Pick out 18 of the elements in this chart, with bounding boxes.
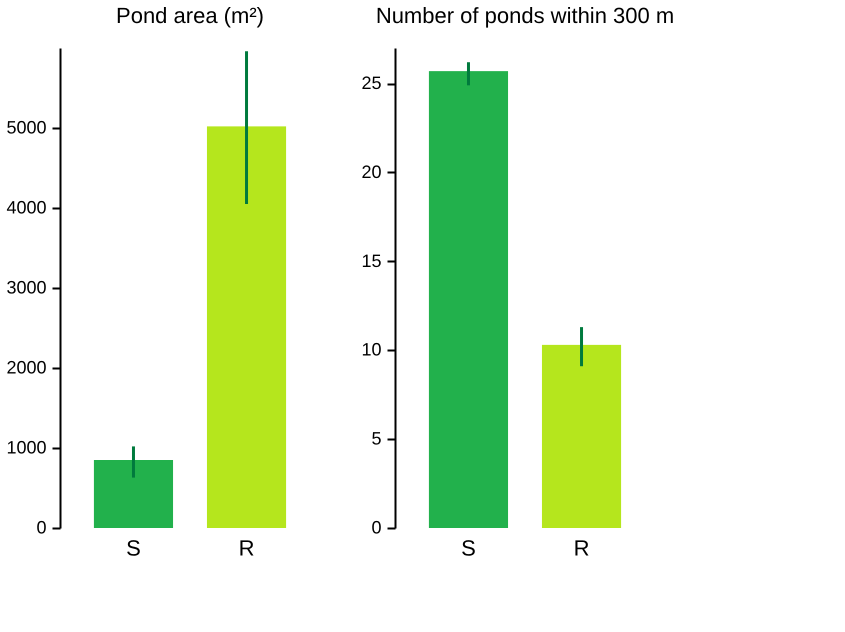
y-tick-label: 0 (36, 518, 46, 538)
y-tick-label: 25 (361, 73, 382, 94)
chart-title: Number of ponds within 300 m (376, 3, 674, 28)
y-tick-label: 15 (361, 250, 382, 271)
y-tick-label: 0 (371, 518, 382, 538)
y-tick-label: 10 (361, 340, 382, 360)
y-tick-label: 3000 (6, 278, 46, 298)
y-tick-label: 4000 (6, 198, 46, 218)
x-tick-label: S (126, 536, 141, 560)
y-tick-label: 2000 (6, 358, 46, 378)
chart-title: Pond area (m²) (116, 3, 264, 28)
y-tick-label: 5000 (6, 118, 46, 138)
x-tick-label: S (461, 536, 476, 560)
y-tick-label: 5 (371, 428, 382, 449)
y-tick-label: 20 (361, 162, 382, 182)
y-tick-label: 1000 (6, 438, 46, 458)
x-tick-label: R (238, 536, 254, 560)
x-tick-label: R (574, 536, 590, 560)
